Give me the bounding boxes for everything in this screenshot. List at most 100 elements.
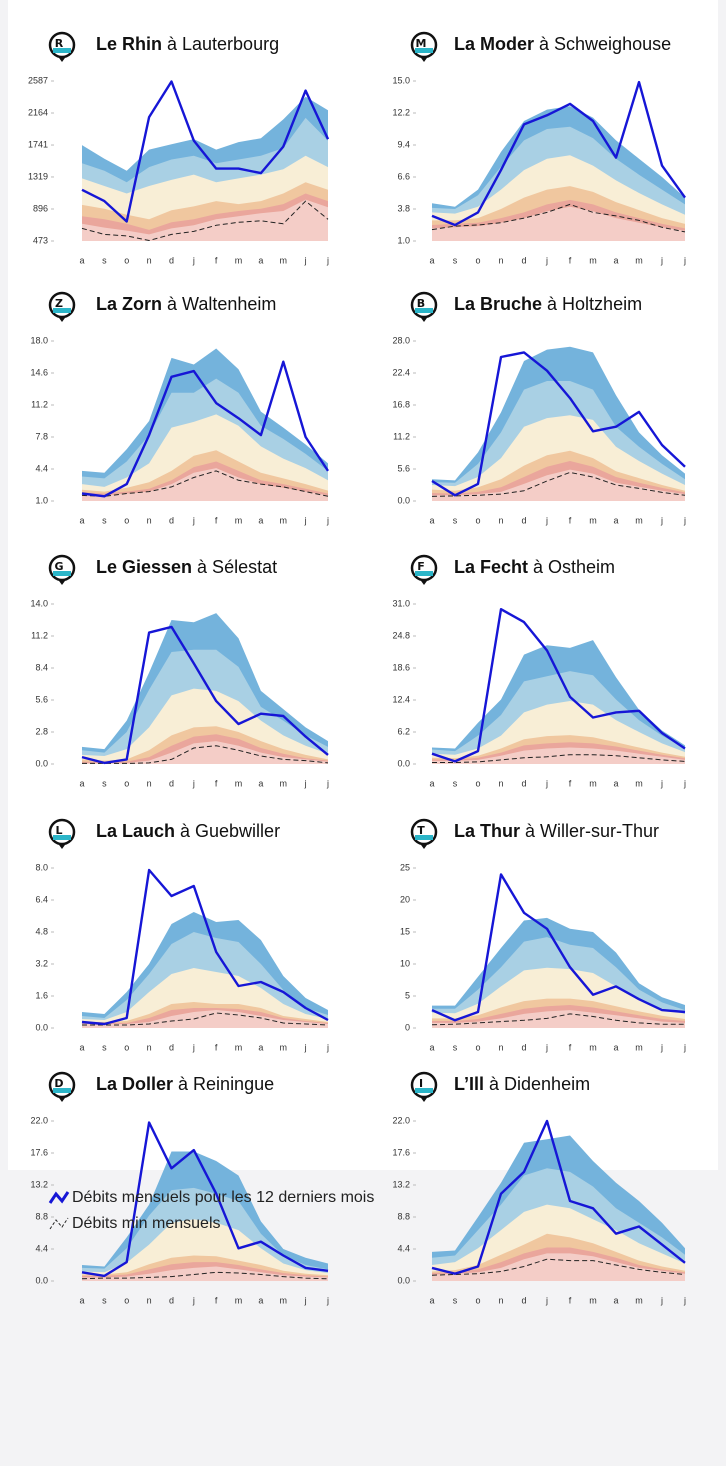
icon-letter: I	[419, 1077, 423, 1090]
min-line	[432, 754, 686, 763]
x-tick-label: a	[613, 1295, 618, 1305]
y-tick-label: 13.2	[30, 1179, 48, 1189]
x-tick-label: n	[147, 1295, 152, 1305]
chart-title: La Lauch à Guebwiller	[96, 821, 280, 841]
x-tick-label: a	[258, 515, 263, 525]
x-tick-label: s	[102, 1295, 107, 1305]
y-tick-label: 7.8	[35, 431, 48, 441]
x-tick-label: j	[192, 1042, 195, 1052]
x-tick-label: d	[521, 1042, 526, 1052]
y-tick-label: 1741	[28, 139, 48, 149]
x-tick-label: j	[326, 1042, 329, 1052]
y-tick-label: 14.6	[30, 367, 48, 377]
y-tick-label: 25	[400, 862, 410, 872]
y-tick-label: 1.0	[397, 235, 410, 245]
chart-title: La Doller à Reiningue	[96, 1074, 274, 1094]
x-tick-label: j	[660, 1295, 663, 1305]
x-tick-label: a	[613, 515, 618, 525]
y-tick-label: 5.6	[397, 463, 410, 473]
y-tick-label: 22.4	[392, 367, 410, 377]
x-tick-label: a	[429, 778, 434, 788]
y-tick-label: 22.0	[30, 1115, 48, 1125]
icon-letter: D	[54, 1077, 63, 1090]
x-tick-label: j	[660, 778, 663, 788]
x-tick-label: m	[280, 778, 288, 788]
river-name: Le Rhin	[96, 34, 162, 54]
y-tick-label: 17.6	[392, 1147, 410, 1157]
y-tick-label: 4.4	[35, 463, 48, 473]
chart-title: La Moder à Schweighouse	[454, 34, 671, 54]
y-tick-label: 18.6	[392, 662, 410, 672]
y-tick-label: 17.6	[30, 1147, 48, 1157]
x-tick-label: j	[545, 1295, 548, 1305]
x-tick-label: j	[192, 255, 195, 265]
y-tick-label: 20	[400, 894, 410, 904]
legend-label: Débits mensuels pour les 12 derniers moi…	[72, 1189, 374, 1206]
x-tick-label: f	[215, 778, 218, 788]
x-tick-label: d	[169, 515, 174, 525]
y-tick-label: 11.2	[31, 399, 48, 409]
y-tick-label: 0.0	[35, 1275, 48, 1285]
x-tick-label: a	[79, 515, 84, 525]
x-tick-label: f	[569, 255, 572, 265]
place-name: à Reiningue	[178, 1074, 274, 1094]
x-tick-label: n	[147, 515, 152, 525]
recent-line	[431, 351, 686, 497]
chart-title: La Thur à Willer-sur-Thur	[454, 821, 659, 841]
min-line	[81, 1271, 329, 1280]
x-tick-label: d	[521, 778, 526, 788]
river-name: La Fecht	[454, 557, 528, 577]
x-tick-label: j	[545, 515, 548, 525]
icon-letter: L	[55, 824, 62, 837]
y-tick-label: 5	[405, 990, 410, 1000]
band-area	[432, 206, 685, 241]
y-tick-label: 18.0	[30, 335, 48, 345]
x-tick-label: j	[683, 1295, 686, 1305]
icon-water	[415, 571, 433, 576]
x-tick-label: f	[215, 255, 218, 265]
x-tick-label: j	[545, 778, 548, 788]
x-tick-label: d	[521, 1295, 526, 1305]
recent-line	[81, 1121, 329, 1278]
x-tick-label: m	[635, 1042, 643, 1052]
y-tick-label: 16.8	[392, 399, 410, 409]
min-line	[81, 470, 329, 497]
min-line	[81, 200, 329, 241]
x-tick-label: m	[280, 515, 288, 525]
x-tick-label: j	[192, 515, 195, 525]
recent-line	[431, 873, 686, 1022]
y-tick-label: 1319	[28, 171, 48, 181]
y-tick-label: 15	[400, 926, 410, 936]
x-tick-label: j	[304, 778, 307, 788]
river-name: La Lauch	[96, 821, 175, 841]
y-tick-label: 13.2	[392, 1179, 410, 1189]
x-tick-label: o	[475, 255, 480, 265]
x-tick-label: a	[79, 1295, 84, 1305]
x-tick-label: m	[235, 255, 243, 265]
x-tick-label: s	[453, 1042, 458, 1052]
x-tick-label: a	[429, 515, 434, 525]
x-tick-label: a	[613, 255, 618, 265]
place-name: à Sélestat	[197, 557, 277, 577]
x-tick-label: a	[429, 1295, 434, 1305]
y-tick-label: 10	[400, 958, 410, 968]
x-tick-label: m	[280, 1295, 288, 1305]
y-tick-label: 6.2	[397, 726, 410, 736]
x-tick-label: n	[498, 255, 503, 265]
x-tick-label: d	[521, 255, 526, 265]
river-name: L’Ill	[454, 1074, 484, 1094]
x-tick-label: a	[258, 778, 263, 788]
x-tick-label: s	[102, 778, 107, 788]
x-tick-label: d	[169, 1295, 174, 1305]
y-tick-label: 4.8	[35, 926, 48, 936]
river-name: La Bruche	[454, 294, 542, 314]
x-tick-label: j	[304, 1295, 307, 1305]
x-tick-label: f	[569, 1295, 572, 1305]
min-line	[82, 1012, 329, 1026]
x-tick-label: f	[215, 1042, 218, 1052]
band-area	[82, 199, 328, 241]
x-tick-label: n	[498, 515, 503, 525]
x-tick-label: s	[453, 778, 458, 788]
x-tick-label: o	[124, 255, 129, 265]
